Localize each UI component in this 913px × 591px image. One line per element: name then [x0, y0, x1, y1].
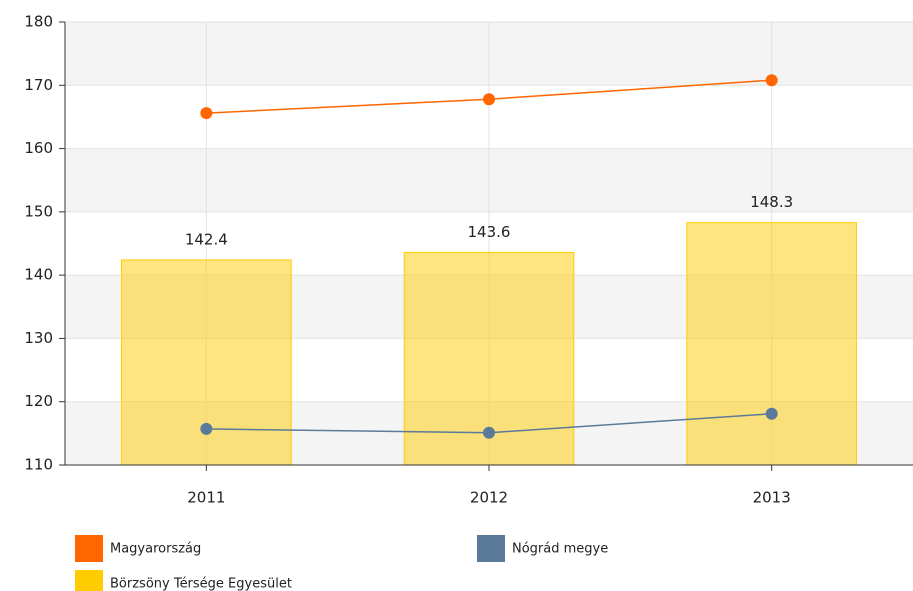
- data-label: 148.3: [750, 193, 793, 211]
- legend-swatch: [477, 535, 505, 562]
- legend-label: Nógrád megye: [512, 542, 608, 557]
- x-tick-label: 2012: [470, 489, 508, 507]
- point: [483, 426, 495, 439]
- point: [765, 407, 778, 420]
- y-tick-label: 130: [24, 329, 53, 347]
- x-tick-label: 2013: [753, 489, 791, 507]
- x-tick-label: 2011: [187, 489, 225, 507]
- y-tick-label: 180: [24, 13, 53, 31]
- point: [765, 74, 778, 87]
- point: [200, 107, 213, 120]
- y-tick-label: 110: [24, 456, 53, 474]
- legend-swatch: [75, 535, 103, 562]
- legend-label: Magyarország: [110, 542, 201, 557]
- point: [200, 422, 213, 435]
- legend-label: Börzsöny Térsége Egyesület: [110, 577, 292, 591]
- bar: [686, 222, 857, 466]
- y-tick-label: 120: [24, 392, 53, 410]
- y-tick-label: 140: [24, 266, 53, 284]
- data-label: 143.6: [468, 223, 511, 241]
- legend: Magyarország Nógrád megye Börzsöny Térsége…: [75, 535, 608, 591]
- point: [483, 93, 495, 106]
- legend-swatch: [75, 570, 103, 591]
- y-tick-label: 160: [24, 139, 53, 157]
- y-tick-label: 150: [24, 202, 53, 220]
- y-tick-label: 170: [24, 76, 53, 94]
- data-label: 142.4: [185, 230, 228, 248]
